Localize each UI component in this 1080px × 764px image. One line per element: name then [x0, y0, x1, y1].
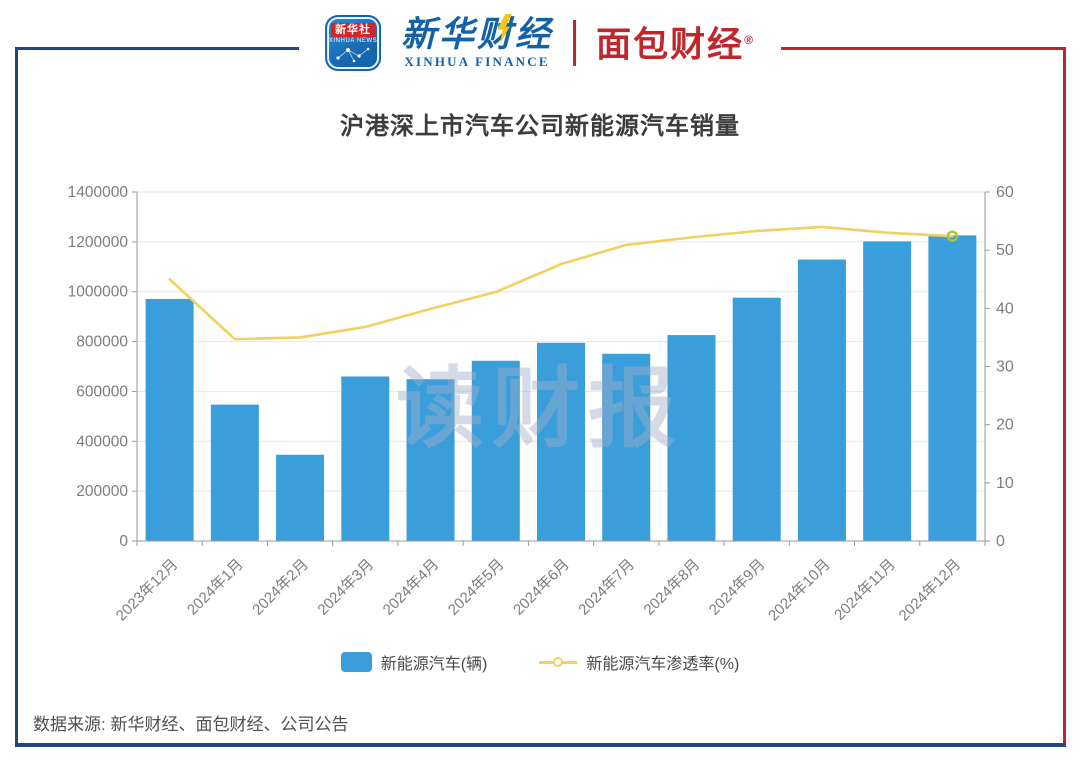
- line-marker-icon: [553, 657, 564, 667]
- x-axis-label: 2024年12月: [896, 556, 965, 625]
- axes: 0 200000 400000 600000 800000 1000000 1200000 1…: [68, 184, 1014, 550]
- xinhua-finance-en: XINHUA FINANCE: [404, 54, 550, 69]
- bar-2024年12月: [928, 235, 977, 541]
- frame-left-border: [15, 47, 18, 746]
- x-axis-label: 2024年7月: [575, 556, 638, 619]
- right-axis-tick-label: 30: [996, 359, 1014, 376]
- left-axis-tick-label: 200000: [76, 483, 128, 500]
- bar-2024年8月: [667, 335, 716, 541]
- chart-title: 沪港深上市汽车公司新能源汽车销量: [340, 113, 740, 140]
- bar-2024年9月: [732, 297, 781, 541]
- x-axis-label: 2024年9月: [706, 556, 769, 619]
- frame-top-navy-border: [15, 47, 540, 50]
- left-axis-tick-label: 600000: [76, 383, 128, 400]
- line-series-swatch: [539, 657, 578, 667]
- x-axis-label: 2024年6月: [510, 556, 573, 619]
- left-axis-tick-label: 1200000: [68, 234, 129, 251]
- right-axis-tick-label: 50: [996, 242, 1014, 259]
- right-axis-tick-label: 40: [996, 300, 1014, 317]
- bar-2024年5月: [471, 360, 520, 541]
- bar-series-swatch: [340, 652, 372, 672]
- right-axis-tick-label: 20: [996, 417, 1014, 434]
- x-axis-label: 2024年4月: [380, 556, 443, 619]
- frame-bottom-border: [15, 743, 1066, 747]
- right-axis-tick-label: 10: [996, 475, 1014, 492]
- xinhua-news-app-icon: 新华社 XINHUA NEWS: [325, 15, 382, 71]
- bar-2024年11月: [863, 241, 912, 541]
- line-series-label: 新能源汽车渗透率(%): [586, 656, 740, 673]
- x-axis-labels: 2023年12月 2024年1月 2024年2月 2024年3月 2024年4月 2024…: [113, 556, 964, 625]
- mianbao-caijing-logo: 面包财经®: [596, 20, 755, 66]
- left-axis-tick-label: 1000000: [68, 284, 129, 301]
- xinhua-news-en-label: XINHUA NEWS: [328, 38, 378, 44]
- mianbao-caijing-cn: 面包财经: [596, 25, 745, 65]
- bar-2024年10月: [797, 259, 846, 541]
- legend-item-bars: 新能源汽车(辆): [340, 650, 488, 674]
- xinhua-finance-logo: 新华财经 XINHUA FINANCE: [401, 14, 554, 70]
- frame-right-border: [1063, 47, 1066, 746]
- bar-2024年6月: [537, 342, 585, 541]
- line-series: [168, 225, 959, 341]
- left-axis-tick-label: 800000: [76, 334, 128, 351]
- left-axis-tick-label: 400000: [76, 433, 128, 450]
- xinhua-news-label: 新华社: [331, 23, 376, 37]
- x-axis-label: 2024年1月: [184, 556, 247, 619]
- bar-2023年12月: [145, 298, 194, 541]
- x-axis-label: 2024年5月: [445, 556, 508, 619]
- registered-mark: ®: [744, 33, 755, 48]
- header-divider: [573, 20, 577, 66]
- x-axis-label: 2024年3月: [314, 556, 377, 619]
- bar-series-label: 新能源汽车(辆): [380, 656, 488, 673]
- bar-2024年7月: [602, 353, 651, 541]
- header: 新华社 XINHUA NEWS 新华财经 XINHUA FINANCE 面包财经…: [299, 6, 781, 80]
- x-axis-label: 2024年2月: [249, 556, 312, 619]
- line-end-marker: [946, 230, 959, 242]
- x-axis-label: 2023年12月: [113, 556, 182, 625]
- legend: 新能源汽车(辆) 新能源汽车渗透率(%): [0, 648, 1080, 676]
- x-axis-label: 2024年10月: [765, 556, 834, 625]
- x-axis-label: 2024年11月: [831, 556, 899, 624]
- network-dots-icon: [336, 47, 370, 63]
- legend-item-line: 新能源汽车渗透率(%): [539, 650, 739, 674]
- bar-2024年3月: [341, 376, 390, 541]
- data-source: 数据来源: 新华财经、面包财经、公司公告: [33, 715, 349, 734]
- right-axis-tick-label: 0: [996, 533, 1005, 550]
- right-axis-tick-label: 60: [996, 184, 1014, 201]
- xinhua-finance-cn: 新华财经: [401, 15, 554, 54]
- bar-series: [145, 235, 977, 541]
- penetration-line: [168, 225, 954, 341]
- bar-2024年2月: [276, 454, 325, 541]
- left-axis-tick-label: 0: [119, 533, 128, 550]
- x-axis-label: 2024年8月: [641, 556, 704, 619]
- frame-top-red-border: [540, 47, 1066, 50]
- bar-2024年1月: [210, 404, 259, 541]
- left-axis-tick-label: 1400000: [68, 184, 129, 201]
- chart-canvas: 0 200000 400000 600000 800000 1000000 1200000 1…: [68, 184, 1014, 625]
- bar-2024年4月: [406, 379, 455, 541]
